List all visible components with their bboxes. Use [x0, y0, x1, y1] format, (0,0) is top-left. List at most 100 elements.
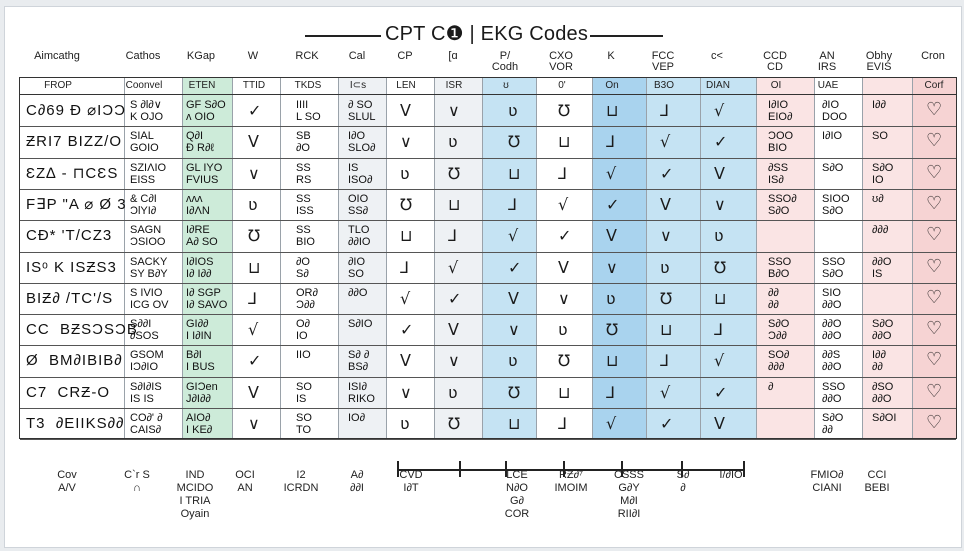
scale-tick — [743, 461, 745, 477]
row-divider — [20, 126, 956, 128]
row-col-d: OR∂ Ɔ∂∂ — [296, 286, 318, 311]
column-shade — [700, 78, 756, 438]
ecg-waveform-icon: ✓ — [248, 351, 262, 371]
column-header: KGap — [186, 50, 216, 62]
row-col-r2: S∂O — [822, 161, 844, 174]
ecg-waveform-icon: ⅃ — [558, 163, 567, 183]
row-col-r2: SSO S∂O — [822, 255, 846, 280]
ecg-waveform-icon: ᐯ — [508, 288, 519, 308]
row-col-r2: I∂IO — [822, 130, 843, 143]
row-col-d: SS BIO — [296, 224, 315, 249]
ecg-waveform-icon: ⊔ — [508, 163, 521, 183]
scale-tick — [621, 461, 623, 477]
column-divider — [124, 78, 125, 438]
row-col-e: I∂O SLO∂ — [348, 130, 376, 155]
ecg-waveform-icon: ∨ — [714, 194, 726, 214]
legend-item: IND MCIDO I TRIA Oyain — [176, 469, 214, 520]
ecg-waveform-icon: ✓ — [660, 163, 674, 183]
ecg-waveform-icon: ⊔ — [714, 288, 727, 308]
row-col-d: SO IS — [296, 380, 312, 405]
row-code: BIƵ∂ /TC'/S — [26, 289, 114, 307]
column-shade — [862, 78, 912, 438]
row-col-b: I∂ SGP I∂ SAVO — [186, 286, 228, 311]
row-col-e: OIO SS∂ — [348, 192, 369, 217]
heart-check-icon: ♡ — [926, 349, 943, 371]
subheader-cell: LEN — [396, 80, 416, 91]
row-divider — [20, 439, 956, 441]
row-col-r3: S∂O IO — [872, 161, 894, 186]
row-col-r3: ʊ∂ — [872, 192, 884, 205]
column-shade — [482, 78, 536, 438]
ecg-waveform-icon: ⊔ — [248, 257, 261, 277]
ecg-waveform-icon: ℧ — [606, 320, 619, 340]
row-code: ƵRI7 BIZZ/O — [26, 133, 123, 151]
subheader-cell: On — [605, 80, 619, 91]
ecg-waveform-icon: ✓ — [714, 132, 728, 152]
row-col-d: SS ISS — [296, 192, 314, 217]
heart-check-icon: ♡ — [926, 380, 943, 402]
column-header: CXO VOR — [549, 50, 573, 73]
row-col-b: ʌʌʌ I∂ɅN — [186, 192, 210, 217]
row-code: CC BƵSƆSƆB — [26, 321, 138, 339]
row-col-e: TLO ∂∂IO — [348, 224, 371, 249]
ecg-waveform-icon: ℧ — [448, 163, 461, 183]
row-code: ƐZ∆ - ⊓CƐS — [26, 164, 119, 182]
ecg-waveform-icon: ᐯ — [400, 351, 411, 371]
row-col-r3: I∂∂ — [872, 99, 886, 111]
ecg-waveform-icon: √ — [400, 288, 411, 308]
ecg-waveform-icon: ✓ — [508, 257, 522, 277]
column-header: AN IRS — [817, 50, 837, 73]
ecg-waveform-icon: ʋ — [248, 194, 258, 214]
column-header: RCK — [295, 50, 319, 62]
row-col-a: S ∂l∂∨ K OJO — [130, 99, 164, 123]
heart-check-icon: ♡ — [926, 224, 943, 246]
row-code: Ø BM∂IBIB∂ — [26, 352, 123, 370]
column-divider — [338, 78, 339, 438]
ecg-waveform-icon: ⊔ — [606, 351, 619, 371]
column-header: Cron — [921, 50, 945, 62]
document-sheet: CPT C❶ | EKG Codes Aimcathg Cathos KGap W RC… — [4, 6, 962, 548]
ecg-waveform-icon: ᐯ — [248, 132, 259, 152]
ecg-waveform-icon: ʋ — [400, 163, 410, 183]
column-header: c< — [711, 50, 723, 62]
heart-check-icon: ♡ — [926, 412, 943, 433]
title-rule-right — [573, 35, 663, 37]
subheader-cell: DIAN — [706, 80, 730, 91]
scale-tick — [563, 461, 565, 477]
scale-tick — [459, 461, 461, 477]
row-col-r3: SO — [872, 130, 888, 143]
legend-item: S∂ ∂ — [676, 469, 690, 494]
ecg-waveform-icon: ℧ — [508, 382, 521, 402]
ecg-waveform-icon: ᐯ — [400, 101, 411, 120]
row-divider — [20, 282, 956, 284]
ecg-waveform-icon: ∨ — [606, 257, 618, 277]
ecg-waveform-icon: ∨ — [248, 163, 260, 183]
subheader-cell: Corf — [924, 80, 944, 91]
scale-bar — [397, 469, 745, 471]
row-col-d: SS RS — [296, 161, 312, 186]
legend-item: Cov A/V — [57, 469, 77, 494]
row-col-r2: SIO ∂∂O — [822, 286, 842, 311]
row-col-a: S∂∂I ∂SOS — [130, 318, 159, 343]
column-shade — [756, 78, 814, 438]
column-shade — [338, 78, 386, 438]
column-divider — [862, 78, 863, 438]
row-divider — [20, 314, 956, 316]
row-col-r1: SSO∂ S∂O — [768, 192, 797, 217]
row-col-d: O∂ IO — [296, 318, 310, 343]
row-col-r1: SSO B∂O — [768, 255, 792, 280]
column-divider — [756, 78, 757, 438]
ecg-waveform-icon: ᐯ — [714, 163, 725, 183]
row-col-e: IS ISO∂ — [348, 161, 373, 186]
row-col-r3: I∂∂ ∂∂ — [872, 349, 886, 374]
reference-scale — [397, 459, 745, 479]
column-header: Aimcathg — [34, 50, 80, 62]
row-divider — [20, 220, 956, 222]
column-divider — [912, 78, 913, 438]
row-col-e: ISI∂ RIKO — [348, 380, 375, 405]
ecg-waveform-icon: ✓ — [248, 101, 262, 120]
ecg-waveform-icon: ℧ — [400, 194, 413, 214]
ecg-waveform-icon: ⅃ — [660, 351, 669, 371]
page-title: CPT C❶ | EKG Codes — [383, 21, 591, 46]
ecg-waveform-icon: ✓ — [606, 194, 620, 214]
